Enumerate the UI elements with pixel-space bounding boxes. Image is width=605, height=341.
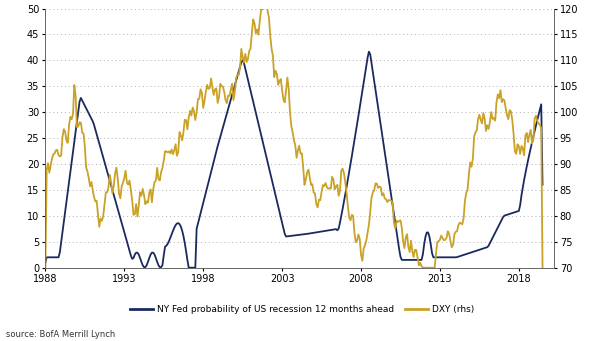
Text: source: BofA Merrill Lynch: source: BofA Merrill Lynch [6,330,116,339]
Legend: NY Fed probability of US recession 12 months ahead, DXY (rhs): NY Fed probability of US recession 12 mo… [126,301,479,318]
